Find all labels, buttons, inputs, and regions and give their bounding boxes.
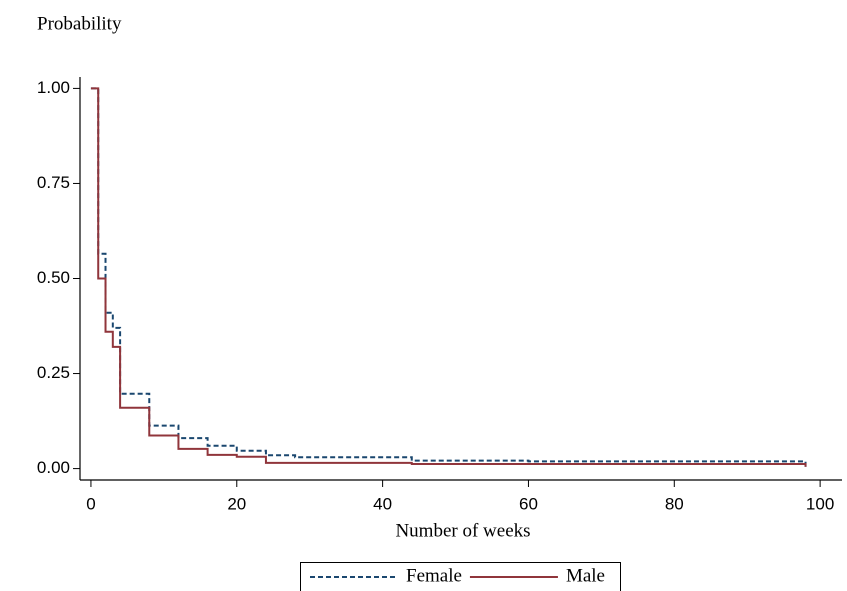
y-tick-label: 1.00 (37, 78, 70, 97)
legend-label: Male (566, 565, 605, 586)
y-tick-label: 0.00 (37, 458, 70, 477)
x-tick-label: 20 (227, 494, 246, 513)
x-tick-label: 0 (86, 494, 95, 513)
legend-label: Female (406, 565, 462, 586)
x-tick-label: 80 (665, 494, 684, 513)
x-tick-label: 40 (373, 494, 392, 513)
y-tick-label: 0.25 (37, 363, 70, 382)
step-line (90, 87, 807, 467)
x-tick-label: 100 (806, 494, 834, 513)
y-tick-label: 0.75 (37, 173, 70, 192)
x-tick-label: 60 (519, 494, 538, 513)
x-axis-label: Number of weeks (395, 520, 530, 541)
y-axis-label: Probability (37, 13, 122, 34)
y-tick-label: 0.50 (37, 268, 70, 287)
step-line (90, 87, 807, 467)
